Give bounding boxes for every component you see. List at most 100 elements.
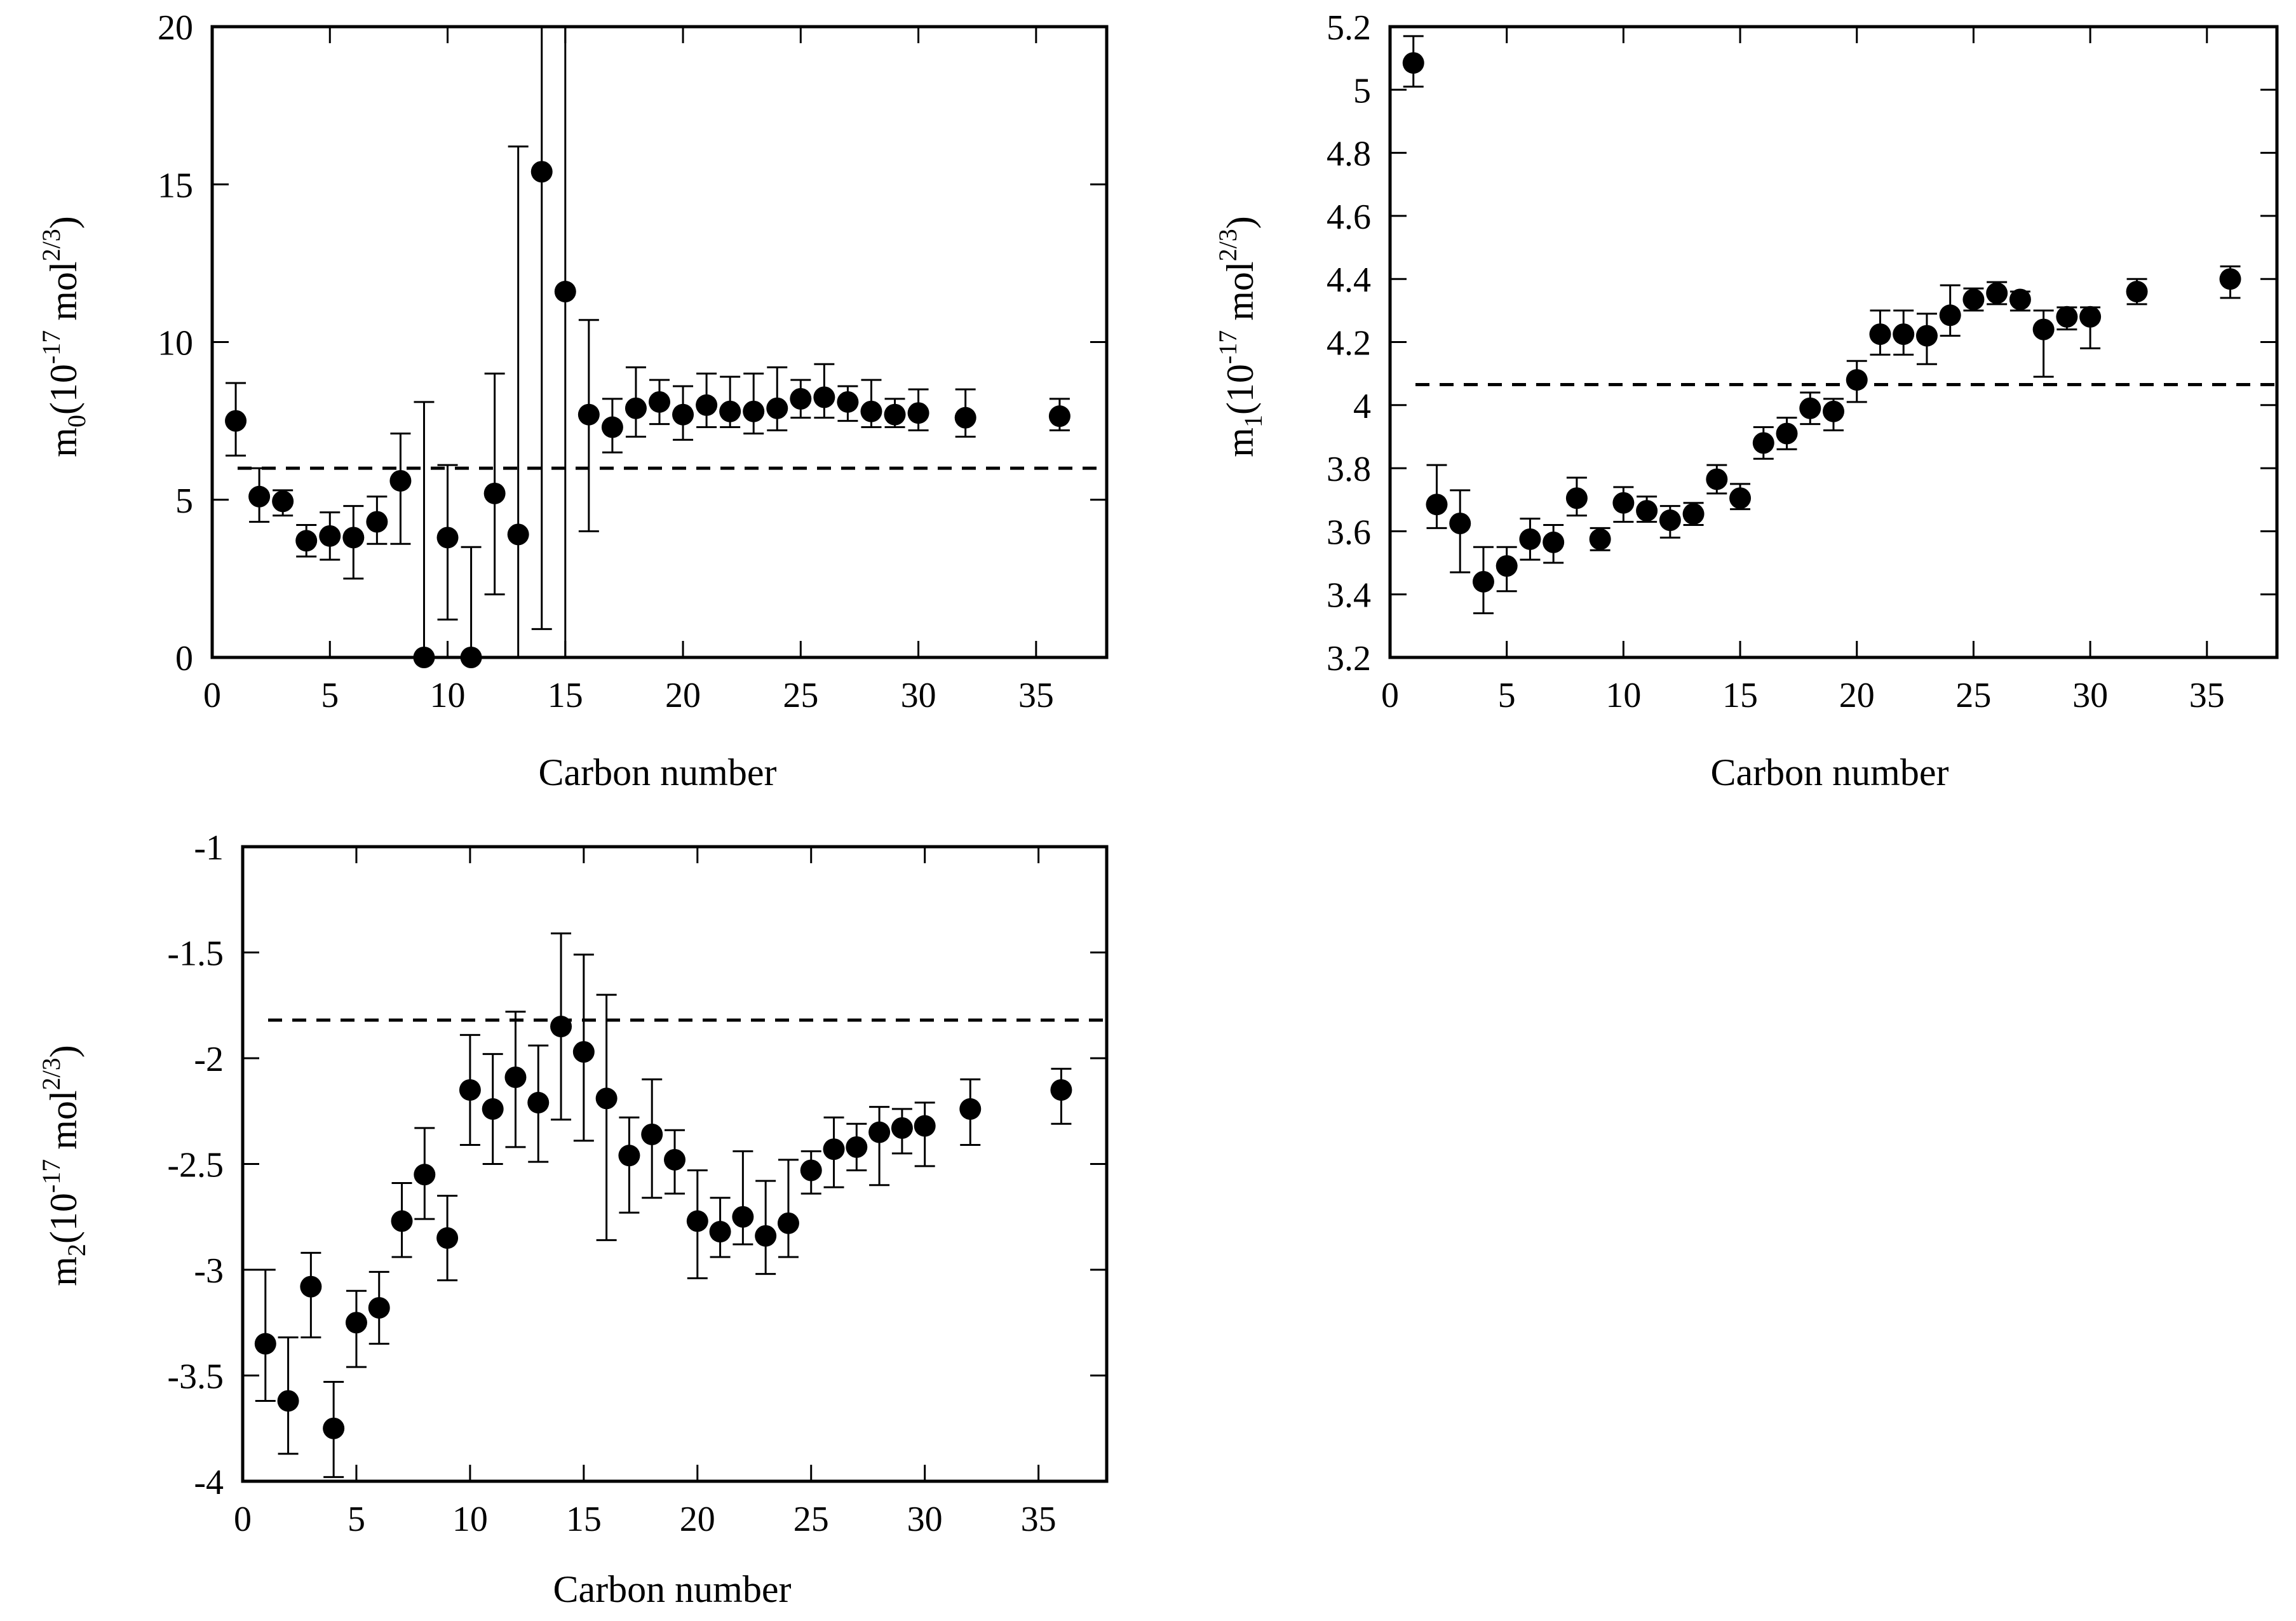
data-point — [272, 490, 294, 513]
data-point — [1449, 512, 1471, 534]
data-point — [1986, 282, 2008, 304]
data-point — [2219, 268, 2241, 290]
data-point — [300, 1275, 322, 1298]
x-tick-label: 5 — [321, 676, 339, 715]
data-point — [641, 1123, 663, 1145]
panel-m1-plot: 0 5 10 15 20 25 30 35 3.2 3.4 3.6 3.8 4 4.2 4.4 4.6 4.8 5… — [1327, 8, 2279, 715]
data-point — [1543, 531, 1565, 553]
data-point — [766, 397, 788, 419]
y-tick-label: 4.8 — [1327, 135, 1371, 174]
data-point — [1776, 422, 1798, 445]
data-point — [1939, 304, 1961, 326]
data-point — [225, 410, 247, 432]
x-tick-label: 20 — [1839, 676, 1875, 715]
y-tick-label: 3.2 — [1327, 639, 1371, 678]
data-point — [860, 400, 882, 422]
panel-m0-y-axis-title: m0(10-17 mol2/3) — [37, 216, 91, 457]
panel-m2-plot: 0 5 10 15 20 25 30 35 -4 -3.5 -3 -2.5 -2 -1.5 -1 — [167, 828, 1109, 1539]
panel-m1-y-axis-title: m1(10-17 mol2/3) — [1213, 216, 1267, 457]
data-point — [2056, 306, 2078, 328]
data-point — [577, 403, 600, 426]
x-tick-label: 15 — [548, 676, 583, 715]
x-tick-label: 10 — [430, 676, 466, 715]
panel-m0-plot: 0 5 10 15 20 25 30 35 0 5 10 15 20 — [158, 8, 1109, 715]
data-point — [459, 1079, 481, 1101]
data-point — [1050, 1079, 1072, 1101]
data-point — [1752, 432, 1774, 454]
y-tick-label: -4 — [194, 1463, 224, 1502]
data-point — [342, 527, 365, 549]
data-point — [649, 391, 670, 413]
data-point — [507, 523, 529, 546]
data-point — [686, 1210, 708, 1232]
data-point — [954, 407, 976, 429]
y-tick-label: -1.5 — [167, 934, 224, 974]
y-tick-label: 20 — [158, 8, 193, 48]
data-point — [1893, 323, 1915, 346]
data-point — [959, 1098, 982, 1120]
y-tick-label: 0 — [175, 639, 193, 678]
data-point — [1565, 487, 1588, 509]
data-point — [907, 402, 929, 424]
data-point — [483, 482, 506, 504]
data-point — [391, 1210, 413, 1232]
y-tick-label: 4.6 — [1327, 198, 1371, 237]
data-point — [2009, 288, 2031, 311]
data-point — [1472, 570, 1494, 593]
data-point — [1612, 492, 1635, 514]
x-tick-label: 35 — [1021, 1500, 1057, 1539]
data-point — [790, 387, 812, 410]
data-point — [1496, 555, 1518, 577]
data-point — [625, 397, 647, 419]
data-point — [527, 1091, 550, 1113]
x-tick-label: 10 — [1605, 676, 1641, 715]
x-tick-label: 25 — [783, 676, 818, 715]
y-tick-label: -3.5 — [167, 1357, 224, 1397]
x-tick-label: 0 — [203, 676, 221, 715]
x-tick-label: 35 — [1018, 676, 1054, 715]
x-tick-label: 20 — [680, 1500, 715, 1539]
data-point — [1823, 400, 1844, 422]
data-point — [554, 281, 576, 303]
y-tick-label: 10 — [158, 324, 193, 363]
data-point — [914, 1115, 936, 1137]
x-tick-label: 20 — [665, 676, 701, 715]
x-tick-label: 25 — [793, 1500, 829, 1539]
x-tick-label: 15 — [566, 1500, 602, 1539]
data-point — [345, 1312, 367, 1334]
data-point — [1729, 487, 1752, 509]
data-point — [389, 469, 412, 492]
data-point — [1048, 405, 1070, 427]
data-point — [732, 1206, 754, 1228]
y-tick-label: -2.5 — [167, 1146, 224, 1185]
data-point — [846, 1136, 868, 1158]
data-point — [672, 403, 694, 426]
data-point — [2032, 318, 2055, 340]
y-tick-label: 3.4 — [1327, 576, 1371, 615]
x-tick-label: 25 — [1955, 676, 1991, 715]
panel-m2-x-axis-title: Carbon number — [553, 1568, 792, 1610]
data-point — [595, 1087, 618, 1110]
panel-m1-x-axis-title: Carbon number — [1711, 751, 1949, 793]
panel-m0: 0 5 10 15 20 25 30 35 0 5 10 15 20 Carbon number m0(… — [37, 8, 1109, 793]
data-point — [323, 1417, 345, 1439]
data-point — [618, 1145, 640, 1167]
y-tick-label: 15 — [158, 166, 193, 205]
data-point — [368, 1296, 390, 1319]
data-point — [319, 525, 341, 547]
panel-m2: 0 5 10 15 20 25 30 35 -4 -3.5 -3 -2.5 -2 -1.5 -1 Carbo… — [37, 828, 1109, 1610]
data-point — [777, 1212, 799, 1234]
data-point — [1962, 288, 1985, 311]
y-tick-label: 5 — [175, 481, 193, 521]
data-point — [891, 1117, 913, 1139]
x-tick-label: 15 — [1722, 676, 1758, 715]
y-tick-label: 3.6 — [1327, 513, 1371, 552]
data-point — [1799, 397, 1821, 419]
x-tick-label: 5 — [1498, 676, 1516, 715]
x-tick-label: 30 — [2072, 676, 2108, 715]
data-point — [696, 394, 718, 416]
data-point — [1426, 494, 1448, 516]
data-point — [248, 485, 271, 508]
data-point — [1519, 528, 1541, 550]
